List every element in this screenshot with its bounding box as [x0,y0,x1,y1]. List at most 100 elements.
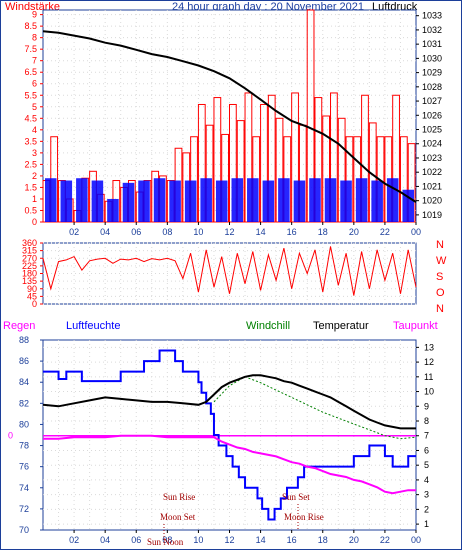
compass-n-bottom: N [436,303,444,315]
luftdruck-tick-label: 1026 [422,110,442,120]
wind-x-label: 06 [131,227,141,237]
luftfeuchte-tick-label: 78 [19,441,29,451]
luftdruck-tick-label: 1024 [422,139,442,149]
luftdruck-tick-label: 1030 [422,53,442,63]
wind-gust-bar [402,189,414,222]
temperatur-tick-label: 5 [424,460,429,470]
wind-direction-line [42,246,417,296]
wind-gust-bar [355,178,368,222]
wind-gust-bar [122,182,135,222]
windstaerke-tick-label: 7 [32,56,37,66]
wind-gust-bar [247,178,259,222]
luftfeuchte-tick-label: 72 [19,504,29,514]
luftdruck-tick-label: 1027 [422,96,442,106]
temp-x-label: 10 [193,535,203,545]
wind-x-label: 08 [162,227,172,237]
temperatur-tick-label: 12 [424,357,434,367]
sun-set-marker: Sun Set [282,492,310,502]
regen-tick-label: 0 [8,431,13,441]
temperatur-tick-label: 9 [424,401,429,411]
wind-gust-bar [309,178,321,222]
luftdruck-tick-label: 1021 [422,181,442,191]
moon-rise-marker: Moon Rise [284,512,324,522]
wind-gust-bar [107,198,119,222]
wind-gust-bar [231,178,244,222]
luftfeuchte-tick-label: 74 [19,483,29,493]
temperatur-label: Temperatur [313,320,369,332]
luftfeuchte-label: Luftfeuchte [66,320,121,332]
windstaerke-tick-label: 3 [32,148,37,158]
luftdruck-tick-label: 1023 [422,153,442,163]
luftdruck-tick-label: 1029 [422,68,442,78]
wind-gust-bar [45,178,57,222]
temperatur-tick-label: 2 [424,504,429,514]
temperatur-tick-label: 6 [424,445,429,455]
wind-gust-bar [371,180,383,222]
temp-x-label: 18 [318,535,328,545]
compass-s: S [436,271,444,283]
wind-gust-bar [262,180,275,222]
wind-x-label: 14 [256,227,266,237]
windstaerke-tick-label: 0.5 [24,205,37,215]
wind-direction-panel [42,242,417,305]
windstaerke-tick-label: 0 [32,217,37,227]
temp-x-label: 12 [224,535,234,545]
temp-x-label: 14 [256,535,266,545]
direction-tick-label: 315 [22,246,37,256]
sun-noon-marker: Sun Noon [147,537,184,547]
wind-gust-bar [215,180,228,222]
direction-tick-label: 135 [22,276,37,286]
direction-tick-label: 225 [22,261,37,271]
taupunkt-line [43,434,416,495]
luftdruck-tick-label: 1022 [422,167,442,177]
temperatur-tick-label: 13 [424,342,434,352]
wind-gust-bar [138,180,150,222]
windstaerke-tick-label: 4.5 [24,113,37,123]
luftdruck-line [42,30,417,203]
temperatur-tick-label: 7 [424,431,429,441]
wind-gust-bar [184,180,197,222]
windstaerke-tick-label: 7.5 [24,44,37,54]
direction-tick-label: 180 [22,269,37,279]
direction-tick-label: 270 [22,253,37,263]
wind-x-label: 20 [349,227,359,237]
windstaerke-tick-label: 4 [32,125,37,135]
windstaerke-tick-label: 8.5 [24,21,37,31]
luftdruck-tick-label: 1028 [422,82,442,92]
luftdruck-tick-label: 1032 [422,25,442,35]
temp-x-label: 08 [162,535,172,545]
windstaerke-tick-label: 3.5 [24,136,37,146]
luftdruck-tick-label: 1033 [422,11,442,21]
luftfeuchte-tick-label: 88 [19,335,29,345]
windstaerke-tick-label: 1 [32,194,37,204]
luftdruck-tick-label: 1025 [422,125,442,135]
temperatur-tick-label: 11 [424,372,433,382]
temp-x-label: 22 [380,535,390,545]
windchill-label: Windchill [246,320,291,332]
wind-x-label: 12 [224,227,234,237]
wind-x-label: 18 [318,227,328,237]
windstaerke-tick-label: 5 [32,102,37,112]
windstaerke-tick-label: 1.5 [24,182,37,192]
wind-x-label: 00 [411,227,421,237]
wind-gust-bar [278,178,290,222]
wind-gust-bar [293,180,306,222]
direction-tick-label: 0 [32,299,37,309]
wind-x-label: 10 [193,227,203,237]
compass-n-top: N [436,239,444,251]
windstaerke-tick-label: 2 [32,171,37,181]
temperatur-tick-label: 10 [424,387,434,397]
wind-gust-bar [91,180,104,222]
compass-w: W [436,255,447,267]
windchill-line [213,376,417,440]
luftfeuchte-tick-label: 86 [19,356,29,366]
wind-gust-bar [200,178,212,222]
luftfeuchte-tick-label: 80 [19,419,29,429]
temperatur-line [42,374,416,430]
windstaerke-tick-label: 2.5 [24,159,37,169]
temp-x-label: 02 [69,535,79,545]
wind-gust-bar [169,180,181,222]
windstaerke-tick-label: 9 [32,10,37,20]
direction-tick-label: 45 [27,291,37,301]
